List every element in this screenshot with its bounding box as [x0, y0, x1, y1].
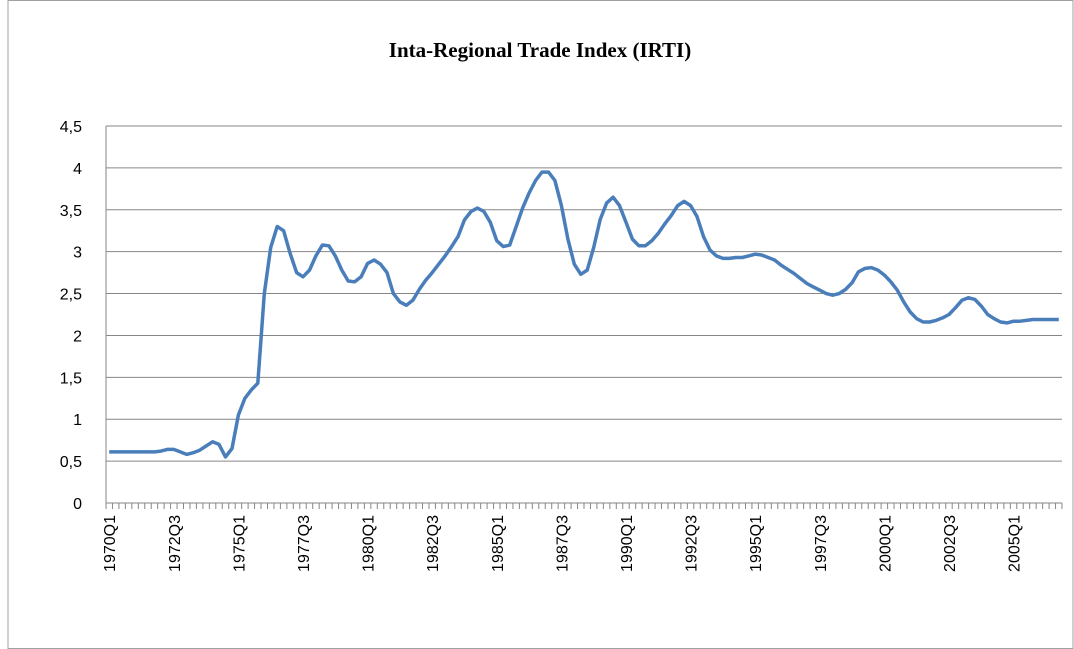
- x-tick-label: 1987Q3: [554, 515, 571, 572]
- y-tick-label: 0,5: [60, 454, 82, 471]
- x-tick-label: 1992Q3: [684, 515, 701, 572]
- y-tick-label: 0: [73, 496, 82, 513]
- x-tick-label: 2000Q1: [877, 515, 894, 572]
- x-tick-label: 1985Q1: [490, 515, 507, 572]
- y-tick-label: 1,5: [60, 370, 82, 387]
- y-tick-label: 1: [73, 412, 82, 429]
- y-tick-label: 2: [73, 328, 82, 345]
- x-tick-label: 1970Q1: [102, 515, 119, 572]
- chart-border: [7, 0, 1074, 649]
- x-tick-label: 1972Q3: [167, 515, 184, 572]
- y-tick-label: 4: [73, 161, 82, 178]
- y-tick-label: 4,5: [60, 119, 82, 136]
- y-tick-label: 3: [73, 245, 82, 262]
- x-tick-label: 1995Q1: [748, 515, 765, 572]
- x-tick-label: 1982Q3: [425, 515, 442, 572]
- y-tick-label: 3,5: [60, 203, 82, 220]
- x-tick-label: 2002Q3: [942, 515, 959, 572]
- x-tick-label: 1990Q1: [619, 515, 636, 572]
- x-tick-label: 1975Q1: [231, 515, 248, 572]
- x-tick-label: 2005Q1: [1007, 515, 1024, 572]
- x-tick-label: 1977Q3: [296, 515, 313, 572]
- y-tick-label: 2,5: [60, 287, 82, 304]
- x-tick-label: 1997Q3: [813, 515, 830, 572]
- data-line: [109, 170, 1059, 459]
- x-tick-label: 1980Q1: [361, 515, 378, 572]
- chart-title: Inta-Regional Trade Index (IRTI): [389, 38, 691, 62]
